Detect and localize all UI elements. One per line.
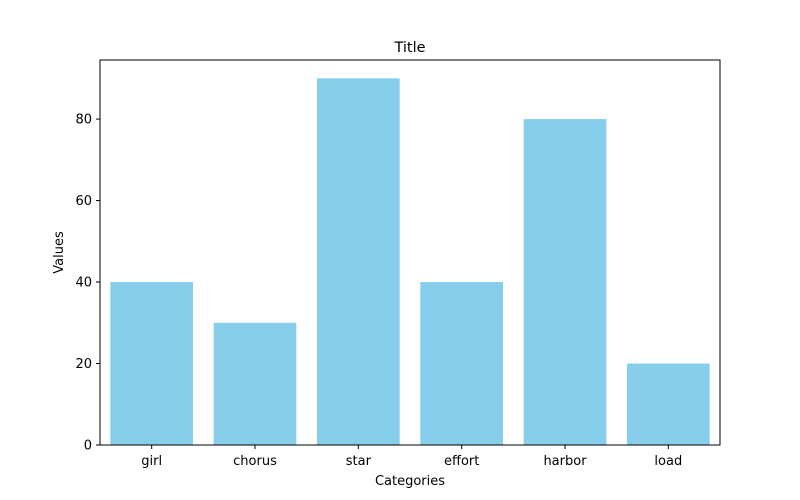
x-axis-ticks: girl chorus star effort harbor load xyxy=(141,445,682,469)
bar-group xyxy=(110,78,710,446)
x-tick-label: chorus xyxy=(233,454,277,469)
bar-girl xyxy=(110,282,193,445)
x-tick-label: load xyxy=(654,454,682,469)
y-tick-label: 40 xyxy=(75,276,92,291)
x-tick-label: girl xyxy=(141,454,162,469)
x-tick-label: star xyxy=(346,454,372,469)
bar-star xyxy=(317,78,400,445)
y-tick-label: 0 xyxy=(84,439,92,454)
plot-frame xyxy=(99,59,721,446)
y-axis-ticks: 0 20 40 60 80 xyxy=(75,113,100,454)
bar-load xyxy=(627,363,710,445)
x-tick-label: effort xyxy=(444,454,479,469)
y-tick-label: 60 xyxy=(75,194,92,209)
bar-harbor xyxy=(523,119,607,446)
y-axis-label: Values xyxy=(52,231,67,274)
y-tick-label: 20 xyxy=(75,357,92,372)
x-axis-label: Categories xyxy=(375,474,445,489)
bar-effort xyxy=(420,282,503,445)
chart-title: Title xyxy=(393,40,425,56)
bar-chorus xyxy=(213,322,297,445)
y-tick-label: 80 xyxy=(75,113,92,128)
x-tick-label: harbor xyxy=(543,454,587,469)
